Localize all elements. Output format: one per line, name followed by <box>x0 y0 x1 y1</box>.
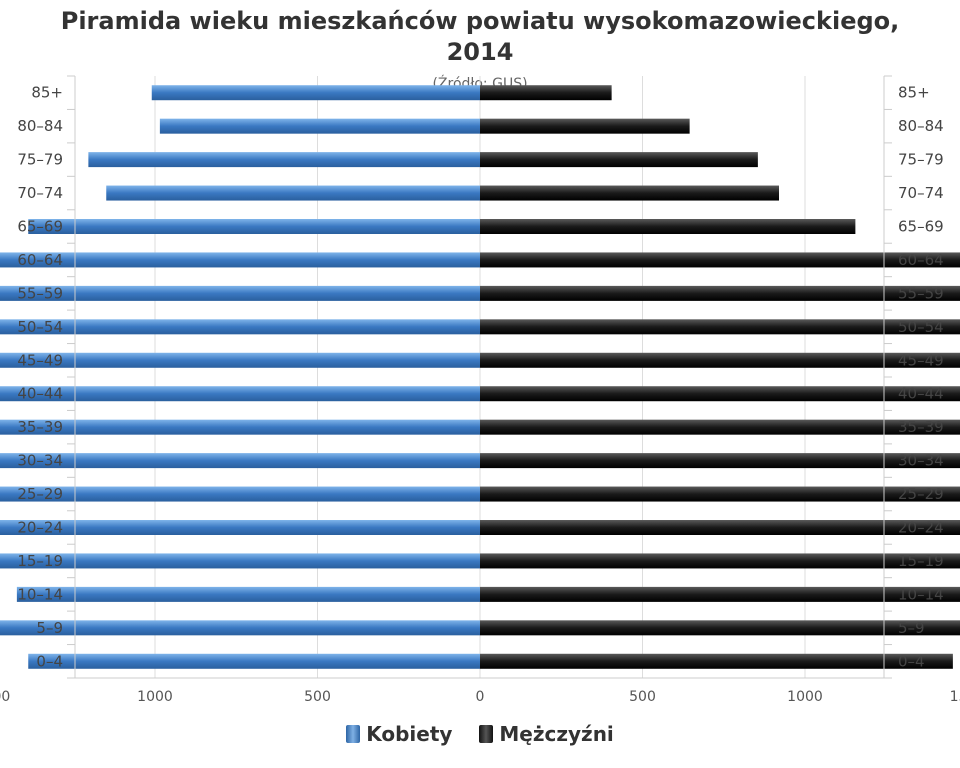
age-label-left: 0–4 <box>36 652 63 670</box>
age-label-right: 75–79 <box>898 151 944 169</box>
bar-men[interactable] <box>480 520 960 535</box>
age-label-right: 5–9 <box>898 619 925 637</box>
age-label-left: 15–19 <box>17 552 63 570</box>
age-label-left: 10–14 <box>17 585 63 603</box>
age-label-left: 25–29 <box>17 485 63 503</box>
bar-men[interactable] <box>480 386 960 402</box>
age-label-left: 65–69 <box>17 218 63 236</box>
legend-item-men[interactable]: Mężczyźni <box>479 722 614 746</box>
age-label-left: 55–59 <box>17 284 63 302</box>
bar-women[interactable] <box>0 319 480 335</box>
bar-women[interactable] <box>16 586 480 602</box>
bar-women[interactable] <box>88 152 480 168</box>
age-label-left: 20–24 <box>17 519 63 537</box>
legend-label-women: Kobiety <box>366 722 453 746</box>
age-label-right: 45–49 <box>898 351 944 369</box>
bar-men[interactable] <box>480 118 690 134</box>
age-label-right: 40–44 <box>898 385 944 403</box>
x-tick-label-right: 500 <box>629 689 656 705</box>
chart-title: Piramida wieku mieszkańców powiatu wysok… <box>0 6 960 68</box>
chart-title-line-2: 2014 <box>446 38 514 66</box>
age-label-right: 80–84 <box>898 117 944 135</box>
bar-men[interactable] <box>480 219 856 234</box>
age-label-right: 60–64 <box>898 251 944 269</box>
x-tick-label-right: 1500 <box>950 689 960 705</box>
legend-label-men: Mężczyźni <box>499 722 614 746</box>
bar-men[interactable] <box>480 586 960 602</box>
age-label-right: 85+ <box>898 84 930 102</box>
age-label-right: 65–69 <box>898 218 944 236</box>
bar-men[interactable] <box>480 419 960 435</box>
age-label-right: 30–34 <box>898 452 944 470</box>
grid-lines <box>154 76 806 678</box>
bar-women[interactable] <box>159 118 480 134</box>
age-label-left: 30–34 <box>17 452 63 470</box>
bar-women[interactable] <box>0 252 480 268</box>
bar-men[interactable] <box>480 85 612 101</box>
legend-item-women[interactable]: Kobiety <box>346 722 452 746</box>
age-label-left: 35–39 <box>17 418 63 436</box>
age-label-left: 80–84 <box>17 117 63 135</box>
x-tick-label-right: 1000 <box>787 689 823 705</box>
bar-men[interactable] <box>480 285 960 301</box>
bar-women[interactable] <box>0 285 480 301</box>
bar-men[interactable] <box>480 620 960 636</box>
age-label-left: 75–79 <box>17 151 63 169</box>
age-label-right: 35–39 <box>898 418 944 436</box>
bar-men[interactable] <box>480 553 960 569</box>
bar-women[interactable] <box>106 185 480 201</box>
axes: 0–4 0–4 5–9 5–9 10–14 10–14 15–19 15–19 20–24 20–… <box>0 75 960 705</box>
bar-men[interactable] <box>480 352 960 368</box>
bar-women[interactable] <box>28 219 480 234</box>
chart-title-line-1: Piramida wieku mieszkańców powiatu wysok… <box>60 7 900 35</box>
age-label-left: 50–54 <box>17 318 63 336</box>
bar-men[interactable] <box>480 252 960 268</box>
age-label-right: 70–74 <box>898 184 944 202</box>
age-label-right: 15–19 <box>898 552 944 570</box>
bar-women[interactable] <box>0 486 480 502</box>
x-tick-label-left: 1500 <box>0 689 10 705</box>
x-tick-label-left: 1000 <box>137 689 173 705</box>
bar-women[interactable] <box>0 553 480 569</box>
age-label-left: 70–74 <box>17 184 63 202</box>
age-label-right: 50–54 <box>898 318 944 336</box>
bar-men[interactable] <box>480 185 779 201</box>
legend-swatch-men <box>479 725 494 743</box>
age-label-left: 45–49 <box>17 351 63 369</box>
bar-women[interactable] <box>28 653 480 669</box>
bar-men[interactable] <box>480 653 953 669</box>
bar-men[interactable] <box>480 486 960 502</box>
legend-swatch-women <box>346 725 361 743</box>
age-label-left: 5–9 <box>36 619 63 637</box>
bar-men[interactable] <box>480 152 758 168</box>
population-pyramid-chart: 0–4 0–4 5–9 5–9 10–14 10–14 15–19 15–19 20–24 20–… <box>0 75 960 705</box>
age-label-right: 10–14 <box>898 585 944 603</box>
bar-women[interactable] <box>0 386 480 402</box>
bars <box>0 85 960 669</box>
bar-women[interactable] <box>0 520 480 535</box>
bar-men[interactable] <box>480 453 960 469</box>
age-label-left: 85+ <box>31 84 63 102</box>
age-label-right: 20–24 <box>898 519 944 537</box>
age-label-right: 25–29 <box>898 485 944 503</box>
bar-men[interactable] <box>480 319 960 335</box>
bar-women[interactable] <box>0 419 480 435</box>
bar-women[interactable] <box>0 352 480 368</box>
bar-women[interactable] <box>0 620 480 636</box>
bar-women[interactable] <box>0 453 480 469</box>
age-label-left: 40–44 <box>17 385 63 403</box>
age-label-left: 60–64 <box>17 251 63 269</box>
age-label-right: 0–4 <box>898 652 925 670</box>
x-tick-label-left: 0 <box>476 689 485 705</box>
x-tick-label-left: 500 <box>304 689 331 705</box>
legend: Kobiety Mężczyźni <box>0 722 960 748</box>
age-label-right: 55–59 <box>898 284 944 302</box>
bar-women[interactable] <box>151 85 480 101</box>
